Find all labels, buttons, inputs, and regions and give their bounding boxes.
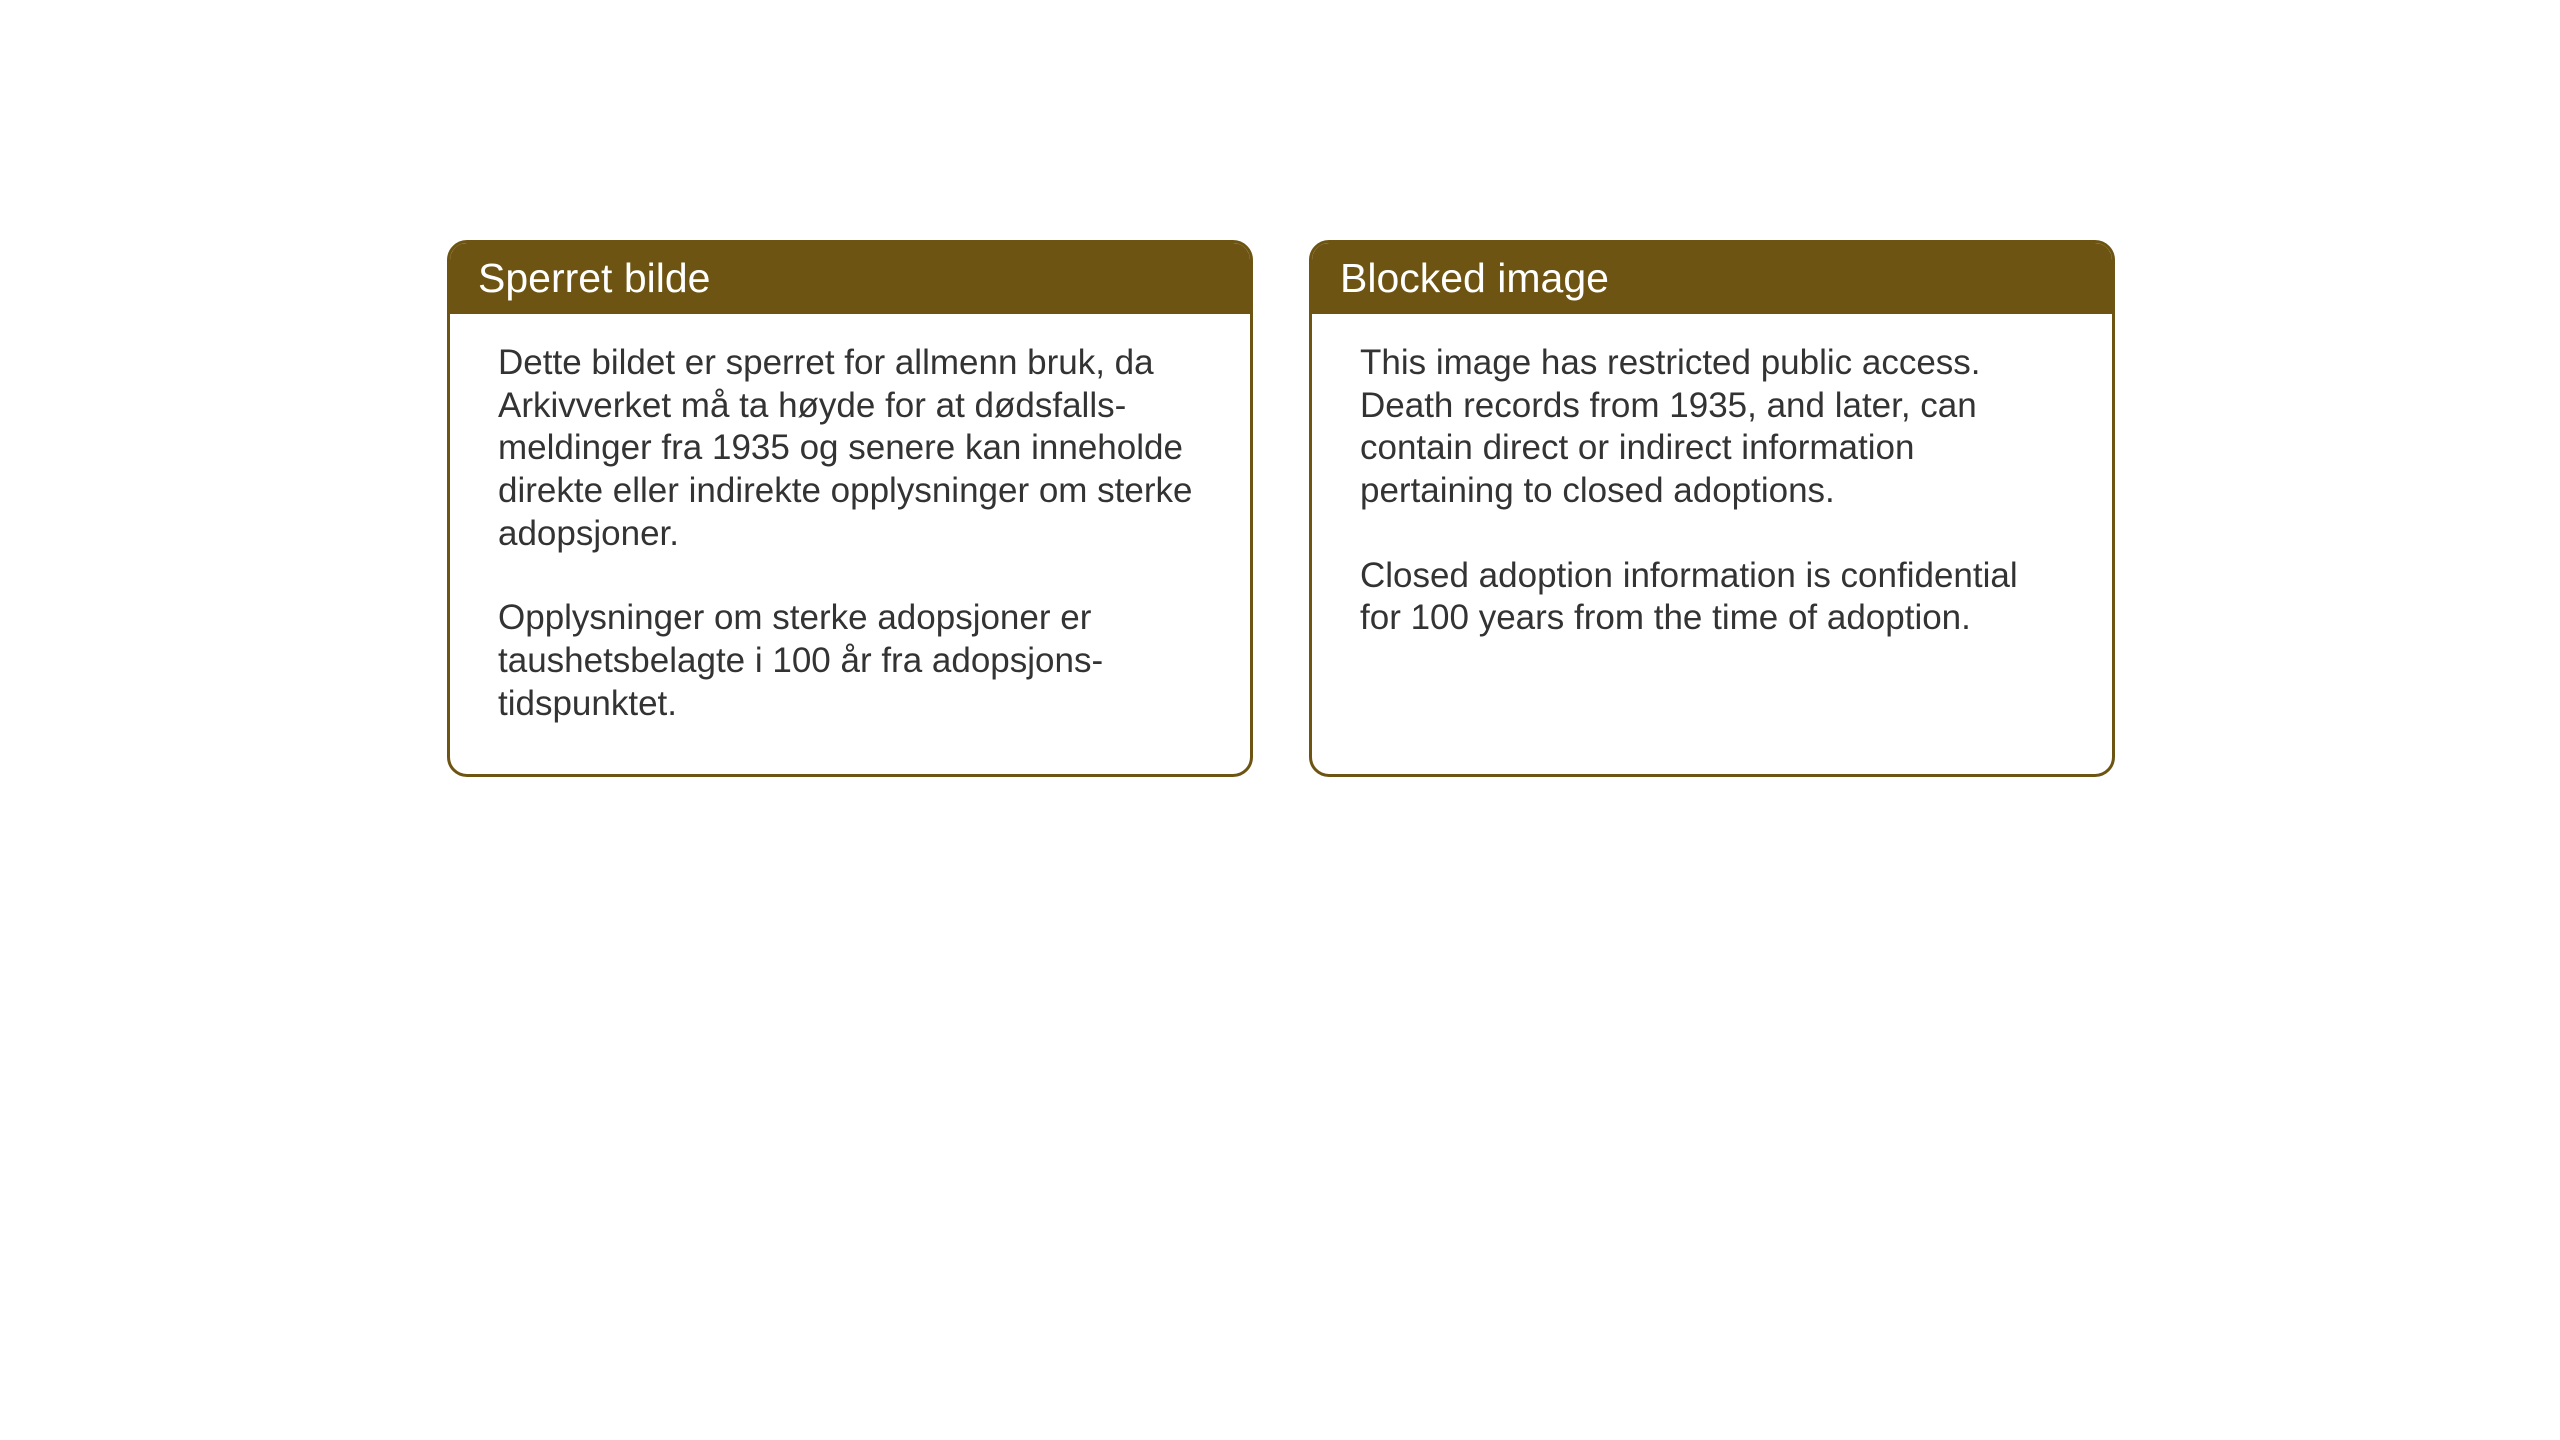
card-title: Blocked image — [1340, 255, 1609, 301]
card-paragraph: Closed adoption information is confident… — [1360, 555, 2064, 640]
card-english: Blocked image This image has restricted … — [1309, 240, 2115, 777]
cards-container: Sperret bilde Dette bildet er sperret fo… — [447, 240, 2115, 777]
card-paragraph: Opplysninger om sterke adopsjoner er tau… — [498, 597, 1202, 725]
card-paragraph: Dette bildet er sperret for allmenn bruk… — [498, 342, 1202, 555]
card-norwegian: Sperret bilde Dette bildet er sperret fo… — [447, 240, 1253, 777]
card-paragraph: This image has restricted public access.… — [1360, 342, 2064, 513]
card-header-english: Blocked image — [1312, 243, 2112, 314]
card-body-english: This image has restricted public access.… — [1312, 314, 2112, 688]
card-body-norwegian: Dette bildet er sperret for allmenn bruk… — [450, 314, 1250, 774]
card-title: Sperret bilde — [478, 255, 710, 301]
card-header-norwegian: Sperret bilde — [450, 243, 1250, 314]
